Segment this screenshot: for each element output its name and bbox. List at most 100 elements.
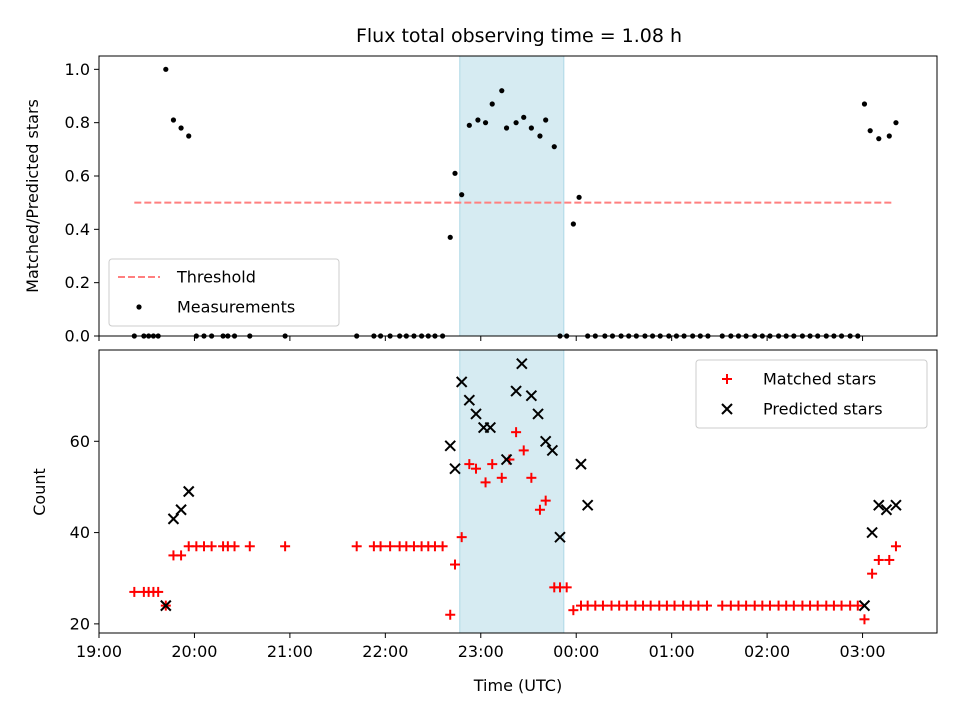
matched-star-point bbox=[496, 472, 507, 483]
predicted-star-point bbox=[449, 462, 461, 475]
y-tick-label: 0.0 bbox=[65, 327, 90, 346]
bottom-shaded-region bbox=[459, 349, 565, 634]
x-tick-label: 00:00 bbox=[553, 642, 599, 661]
matched-star-point bbox=[859, 614, 870, 625]
x-b bbox=[167, 513, 180, 525]
matched-star-point bbox=[153, 586, 164, 597]
x-tick-label: 21:00 bbox=[267, 642, 313, 661]
matched-star-point bbox=[464, 459, 475, 470]
x-b bbox=[449, 462, 461, 475]
matched-star-point bbox=[471, 463, 482, 474]
predicted-star-point bbox=[500, 453, 513, 466]
predicted-star-point bbox=[444, 440, 456, 452]
x-b bbox=[463, 394, 476, 406]
top-plot-frame bbox=[98, 55, 938, 337]
top-shaded-region bbox=[459, 55, 565, 337]
predicted-star-point bbox=[890, 499, 902, 511]
matched-star-point bbox=[540, 495, 551, 506]
measurement-point bbox=[452, 170, 458, 176]
x-b bbox=[858, 599, 871, 612]
y-tick-label: 1.0 bbox=[65, 60, 90, 79]
measurement-point bbox=[170, 117, 177, 123]
x-b bbox=[532, 408, 544, 420]
matched-star-point bbox=[645, 600, 656, 611]
measurement-point bbox=[570, 221, 576, 227]
x-tick-label: 20:00 bbox=[171, 642, 217, 661]
predicted-star-point bbox=[532, 408, 544, 420]
measurement-point bbox=[475, 117, 481, 123]
matched-star-point bbox=[385, 541, 396, 552]
matched-star-point bbox=[534, 504, 545, 515]
measurement-point bbox=[876, 136, 882, 142]
matched-star-point bbox=[176, 550, 187, 561]
y-tick-label: 60 bbox=[70, 432, 90, 451]
bottom-y-axis-label: Count bbox=[30, 468, 49, 516]
x-tick-label: 02:00 bbox=[744, 642, 790, 661]
matched-star-point bbox=[445, 609, 456, 620]
predicted-star-point bbox=[167, 513, 180, 525]
measurement-point bbox=[867, 128, 873, 134]
x-b bbox=[470, 408, 482, 420]
measurement-point bbox=[551, 144, 557, 150]
matched-star-point bbox=[206, 541, 217, 552]
measurement-point bbox=[537, 133, 543, 139]
measurement-point bbox=[886, 133, 892, 139]
top-y-ticks: 0.0 0.2 0.4 0.6 0.8 1.0 bbox=[65, 60, 99, 346]
x-tick-label: 01:00 bbox=[649, 642, 695, 661]
matched-star-point bbox=[480, 477, 491, 488]
x-b bbox=[455, 376, 468, 388]
y-tick-label: 40 bbox=[70, 523, 90, 542]
measurement-point bbox=[459, 192, 465, 198]
top-panel: 0.0 0.2 0.4 0.6 0.8 1.0 Matched/Predicted sta… bbox=[23, 55, 938, 346]
bottom-x-ticks: 19:00 20:00 21:00 22:00 23:00 00:00 01:00 02:00… bbox=[76, 633, 886, 661]
matched-star-point bbox=[244, 541, 255, 552]
matched-star-point bbox=[890, 541, 901, 552]
legend-box bbox=[108, 258, 340, 327]
matched-star-point bbox=[621, 600, 632, 611]
legend-measurement-swatch bbox=[136, 304, 142, 310]
x-b bbox=[880, 504, 893, 516]
predicted-star-point bbox=[525, 389, 538, 402]
matched-star-point bbox=[487, 459, 498, 470]
matched-star-point bbox=[788, 600, 799, 611]
x-b bbox=[575, 458, 587, 470]
measurement-point bbox=[893, 120, 899, 126]
x-b bbox=[554, 531, 566, 543]
predicted-star-point bbox=[866, 526, 878, 539]
x-tick-label: 19:00 bbox=[76, 642, 122, 661]
matched-star-point bbox=[456, 532, 467, 543]
measurement-point bbox=[513, 120, 519, 126]
x-b bbox=[183, 485, 195, 498]
measurement-point bbox=[186, 133, 192, 139]
measurement-point bbox=[163, 66, 169, 72]
top-y-axis-label: Matched/Predicted stars bbox=[23, 99, 42, 293]
matched-star-point bbox=[450, 559, 461, 570]
x-axis-label: Time (UTC) bbox=[473, 676, 562, 695]
x-tick-label: 03:00 bbox=[839, 642, 885, 661]
matched-star-point bbox=[375, 541, 386, 552]
matched-star-point bbox=[717, 600, 728, 611]
matched-star-point bbox=[280, 541, 291, 552]
measurement-point bbox=[528, 125, 534, 131]
top-x-ticks bbox=[98, 336, 864, 341]
x-b bbox=[890, 499, 902, 511]
count-series bbox=[129, 357, 902, 625]
matched-star-point bbox=[437, 541, 448, 552]
predicted-star-point bbox=[539, 435, 552, 447]
predicted-star-point bbox=[581, 499, 594, 511]
legend-matched-label: Matched stars bbox=[763, 370, 876, 389]
chart-title: Flux total observing time = 1.08 h bbox=[356, 25, 682, 47]
x-b bbox=[500, 453, 513, 466]
measurement-point bbox=[861, 101, 868, 107]
predicted-star-point bbox=[160, 599, 172, 612]
matched-star-point bbox=[741, 600, 752, 611]
predicted-star-point bbox=[463, 394, 476, 406]
matched-star-point bbox=[518, 445, 529, 456]
y-tick-label: 20 bbox=[70, 614, 90, 633]
predicted-star-point bbox=[484, 421, 497, 434]
measurement-point bbox=[482, 120, 489, 126]
predicted-star-point bbox=[554, 531, 566, 543]
matched-star-point bbox=[884, 554, 895, 565]
x-b bbox=[539, 435, 552, 447]
x-b bbox=[525, 389, 538, 402]
